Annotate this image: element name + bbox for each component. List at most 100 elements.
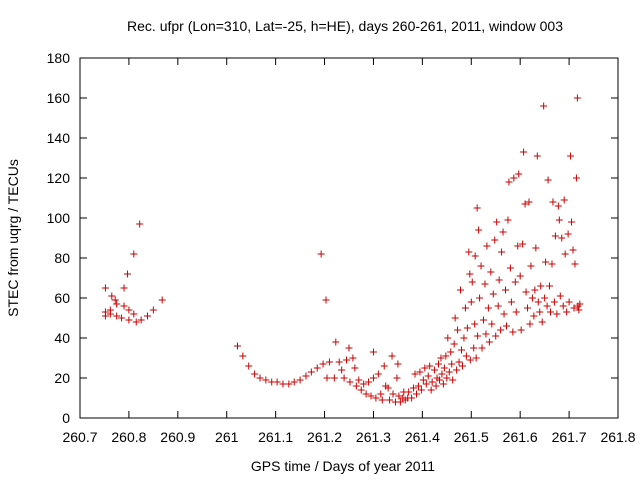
- x-tick-label: 261.5: [454, 429, 489, 445]
- data-point: [568, 218, 576, 226]
- data-point: [118, 314, 126, 322]
- x-tick-label: 261.7: [552, 429, 587, 445]
- data-point: [378, 396, 386, 404]
- data-point: [374, 370, 382, 378]
- data-point: [454, 326, 462, 334]
- data-point: [332, 338, 340, 346]
- x-tick-labels: 260.7 260.8 260.9 261 261.1 261.2 261.3 261.4 26…: [62, 429, 635, 445]
- data-point: [519, 240, 527, 248]
- data-point: [468, 278, 476, 286]
- data-point: [410, 384, 418, 392]
- data-point: [419, 376, 427, 384]
- data-point: [466, 356, 474, 364]
- data-point: [553, 310, 561, 318]
- x-tick-label: 261.3: [356, 429, 391, 445]
- data-point: [461, 304, 469, 312]
- data-point: [534, 298, 542, 306]
- data-point: [313, 364, 321, 372]
- data-point: [492, 332, 500, 340]
- data-point: [239, 352, 247, 360]
- data-point: [509, 328, 517, 336]
- data-point: [451, 314, 459, 322]
- data-point: [561, 250, 569, 258]
- data-point: [435, 360, 443, 368]
- data-point: [506, 264, 514, 272]
- data-point: [330, 374, 338, 382]
- data-point: [325, 358, 333, 366]
- data-point: [502, 322, 510, 330]
- data-point: [488, 320, 496, 328]
- data-point: [546, 282, 554, 290]
- data-point: [450, 340, 458, 348]
- data-point: [474, 332, 482, 340]
- data-point: [279, 380, 287, 388]
- data-point: [256, 374, 264, 382]
- data-point: [106, 310, 114, 318]
- data-point: [388, 352, 396, 360]
- data-point: [443, 374, 451, 382]
- data-point: [296, 376, 304, 384]
- y-tick-label: 100: [47, 210, 71, 226]
- data-point: [571, 260, 579, 268]
- data-point: [340, 374, 348, 382]
- data-point: [481, 280, 489, 288]
- data-point: [564, 230, 572, 238]
- data-point: [526, 320, 534, 328]
- data-point: [411, 370, 419, 378]
- data-point: [551, 232, 559, 240]
- data-point: [352, 382, 360, 390]
- x-tick-label: 260.9: [160, 429, 195, 445]
- data-point: [262, 376, 270, 384]
- data-point: [465, 248, 473, 256]
- data-point: [515, 170, 523, 178]
- data-point: [319, 360, 327, 368]
- data-point: [449, 376, 457, 384]
- data-point: [521, 200, 529, 208]
- data-point: [158, 296, 166, 304]
- data-point: [525, 198, 533, 206]
- data-point: [460, 334, 468, 342]
- data-point: [476, 294, 484, 302]
- data-point: [367, 392, 375, 400]
- x-tick-label: 260.7: [62, 429, 97, 445]
- data-point: [437, 354, 445, 362]
- data-point: [143, 312, 151, 320]
- data-point: [572, 174, 580, 182]
- data-point: [428, 378, 436, 386]
- data-point: [458, 362, 466, 370]
- x-tick-label: 261.2: [307, 429, 342, 445]
- data-point: [108, 292, 116, 300]
- y-tick-label: 0: [62, 410, 70, 426]
- data-point: [439, 380, 447, 388]
- data-points: [101, 94, 584, 406]
- data-point: [563, 308, 571, 316]
- data-point: [389, 390, 397, 398]
- data-point: [377, 390, 385, 398]
- data-point: [384, 384, 392, 392]
- data-point: [487, 268, 495, 276]
- data-point: [517, 326, 525, 334]
- data-point: [372, 394, 380, 402]
- data-point: [395, 392, 403, 400]
- data-point: [421, 364, 429, 372]
- data-point: [149, 306, 157, 314]
- data-point: [438, 370, 446, 378]
- data-point: [130, 310, 138, 318]
- data-point: [532, 244, 540, 252]
- data-point: [544, 176, 552, 184]
- x-tick-label: 261: [215, 429, 239, 445]
- data-point: [497, 326, 505, 334]
- data-point: [548, 260, 556, 268]
- plot-border: [79, 57, 619, 419]
- data-point: [440, 364, 448, 372]
- data-point: [362, 390, 370, 398]
- data-point: [416, 368, 424, 376]
- data-point: [120, 302, 128, 310]
- data-point: [290, 378, 298, 386]
- data-point: [422, 380, 430, 388]
- data-point: [510, 174, 518, 182]
- data-point: [549, 198, 557, 206]
- data-point: [317, 250, 325, 258]
- data-point: [567, 152, 575, 160]
- data-point: [494, 302, 502, 310]
